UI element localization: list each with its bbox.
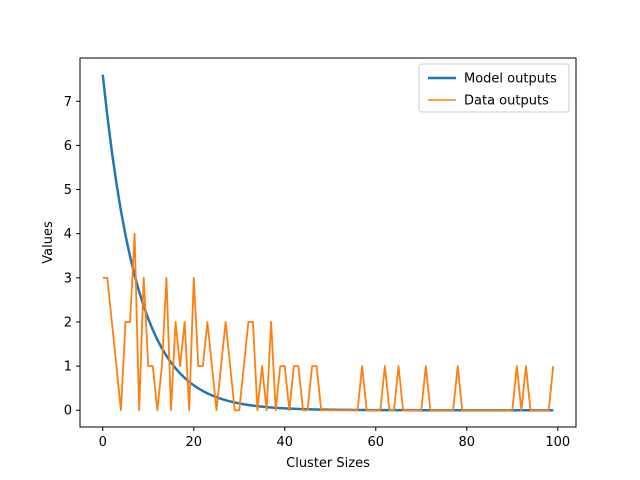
x-axis-label: Cluster Sizes — [286, 456, 370, 471]
series-line-data-outputs — [102, 232, 555, 412]
y-axis-label: Values — [41, 221, 56, 264]
x-tick-label: 100 — [545, 435, 570, 450]
axis-ticks: 0 20 40 60 80 100 0 1 2 3 4 5 6 7 — [64, 95, 570, 450]
y-tick-label: 6 — [64, 139, 72, 154]
y-tick-label: 1 — [64, 360, 72, 375]
y-tick-label: 2 — [64, 315, 72, 330]
plot-area — [101, 74, 555, 412]
y-tick-label: 4 — [64, 227, 72, 242]
y-tick-label: 3 — [64, 271, 72, 286]
legend-box — [418, 63, 570, 113]
legend-label-model-outputs: Model outputs — [464, 72, 557, 87]
y-tick-label: 0 — [64, 404, 72, 419]
axes-frame — [79, 57, 577, 428]
x-tick-label: 60 — [368, 435, 385, 450]
legend: Model outputs Data outputs — [418, 63, 570, 113]
x-tick-label: 0 — [99, 435, 107, 450]
legend-label-data-outputs: Data outputs — [464, 94, 549, 109]
y-tick-label: 5 — [64, 183, 72, 198]
x-tick-label: 20 — [185, 435, 202, 450]
x-tick-label: 40 — [276, 435, 293, 450]
x-tick-label: 80 — [459, 435, 476, 450]
y-tick-label: 7 — [64, 95, 72, 110]
